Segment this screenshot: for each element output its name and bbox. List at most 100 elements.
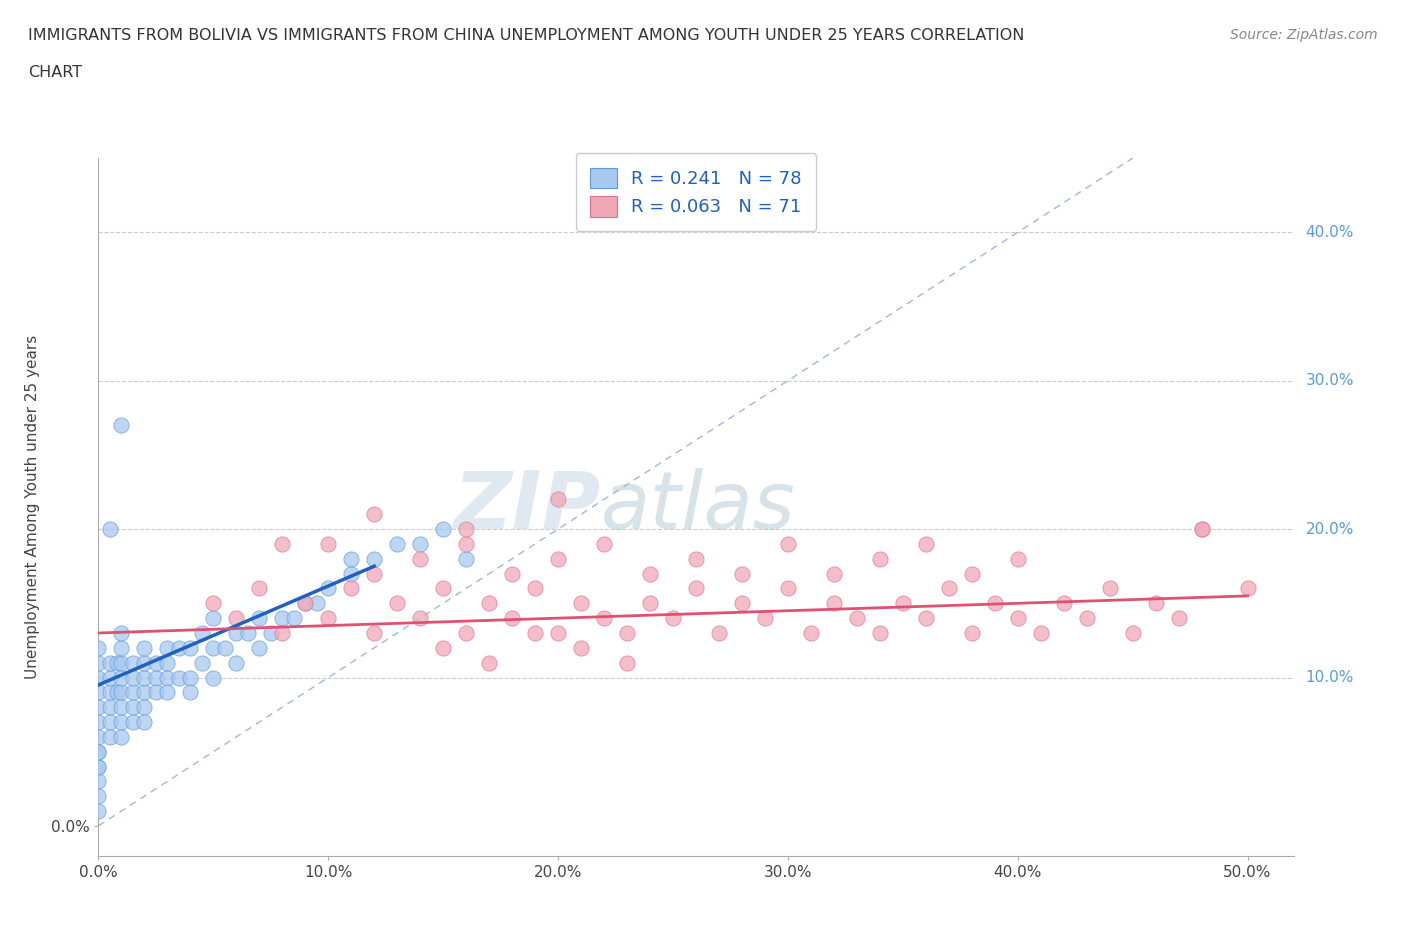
Point	[547, 551, 569, 566]
Point	[271, 611, 294, 626]
Point	[776, 581, 799, 596]
Point	[569, 596, 592, 611]
Point	[869, 551, 891, 566]
Point	[156, 671, 179, 685]
Point	[501, 566, 523, 581]
Point	[385, 537, 409, 551]
Point	[616, 656, 638, 671]
Point	[134, 699, 156, 714]
Point	[191, 656, 214, 671]
Point	[340, 551, 363, 566]
Point	[869, 626, 891, 641]
Text: ZIP: ZIP	[453, 468, 600, 546]
Point	[456, 537, 478, 551]
Point	[363, 566, 385, 581]
Point	[363, 626, 385, 641]
Point	[685, 581, 707, 596]
Point	[316, 611, 339, 626]
Point	[707, 626, 730, 641]
Point	[236, 626, 259, 641]
Point	[823, 596, 845, 611]
Point	[316, 581, 339, 596]
Point	[134, 714, 156, 729]
Point	[98, 522, 121, 537]
Point	[983, 596, 1005, 611]
Point	[524, 626, 547, 641]
Text: 10.0%: 10.0%	[1305, 670, 1354, 685]
Text: IMMIGRANTS FROM BOLIVIA VS IMMIGRANTS FROM CHINA UNEMPLOYMENT AMONG YOUTH UNDER : IMMIGRANTS FROM BOLIVIA VS IMMIGRANTS FR…	[28, 28, 1025, 43]
Point	[87, 641, 110, 656]
Point	[225, 626, 247, 641]
Point	[1122, 626, 1144, 641]
Point	[105, 656, 128, 671]
Point	[432, 522, 454, 537]
Point	[98, 714, 121, 729]
Point	[87, 729, 110, 744]
Point	[340, 581, 363, 596]
Point	[110, 656, 132, 671]
Point	[1236, 581, 1258, 596]
Point	[179, 641, 201, 656]
Text: 40.0%: 40.0%	[1305, 225, 1354, 240]
Point	[87, 744, 110, 759]
Point	[501, 611, 523, 626]
Point	[98, 671, 121, 685]
Point	[167, 641, 190, 656]
Point	[122, 714, 145, 729]
Text: atlas: atlas	[600, 468, 796, 546]
Point	[1076, 611, 1098, 626]
Point	[1007, 551, 1029, 566]
Point	[98, 684, 121, 699]
Point	[87, 671, 110, 685]
Point	[316, 537, 339, 551]
Text: CHART: CHART	[28, 65, 82, 80]
Point	[134, 684, 156, 699]
Text: 20.0%: 20.0%	[1305, 522, 1354, 537]
Point	[800, 626, 823, 641]
Point	[98, 656, 121, 671]
Point	[156, 656, 179, 671]
Point	[662, 611, 685, 626]
Point	[247, 641, 270, 656]
Point	[960, 626, 983, 641]
Point	[202, 611, 225, 626]
Point	[432, 641, 454, 656]
Point	[409, 537, 432, 551]
Point	[914, 537, 936, 551]
Point	[547, 492, 569, 507]
Point	[638, 596, 661, 611]
Point	[305, 596, 328, 611]
Point	[225, 611, 247, 626]
Point	[87, 684, 110, 699]
Point	[432, 581, 454, 596]
Point	[247, 611, 270, 626]
Point	[456, 626, 478, 641]
Point	[87, 759, 110, 774]
Point	[938, 581, 960, 596]
Point	[547, 626, 569, 641]
Point	[271, 626, 294, 641]
Point	[202, 671, 225, 685]
Point	[1191, 522, 1213, 537]
Point	[105, 684, 128, 699]
Point	[145, 671, 167, 685]
Point	[110, 729, 132, 744]
Point	[122, 699, 145, 714]
Point	[145, 684, 167, 699]
Point	[1098, 581, 1121, 596]
Point	[87, 774, 110, 789]
Point	[110, 418, 132, 432]
Point	[134, 656, 156, 671]
Point	[891, 596, 914, 611]
Point	[156, 641, 179, 656]
Point	[98, 699, 121, 714]
Point	[110, 684, 132, 699]
Point	[156, 684, 179, 699]
Point	[456, 551, 478, 566]
Point	[845, 611, 868, 626]
Point	[191, 626, 214, 641]
Point	[456, 522, 478, 537]
Point	[823, 566, 845, 581]
Point	[754, 611, 776, 626]
Point	[98, 729, 121, 744]
